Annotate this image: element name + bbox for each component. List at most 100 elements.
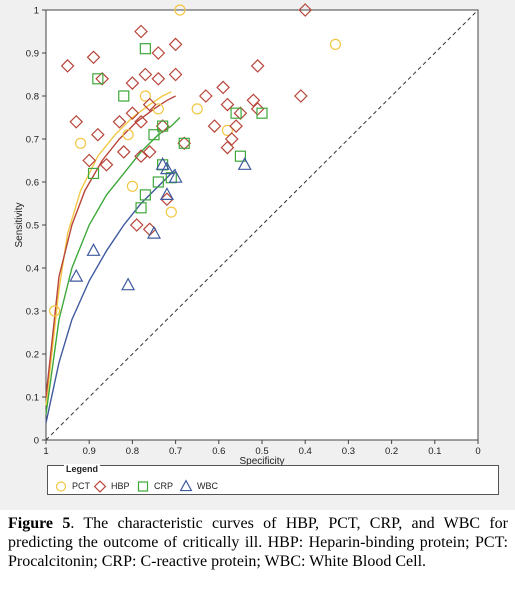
wbc-point <box>86 243 101 256</box>
y-axis-title: Sensitivity <box>14 202 25 247</box>
legend-wbc-marker-icon <box>179 479 193 492</box>
crp-point <box>139 43 151 55</box>
hbp-point <box>125 106 140 121</box>
crp-point <box>135 202 147 214</box>
crp-point <box>157 120 169 132</box>
legend-label: WBC <box>197 481 218 491</box>
reference-diagonal <box>45 9 479 441</box>
y-tick-label: 0.6 <box>26 178 39 189</box>
hbp-point <box>60 59 75 73</box>
crp-point <box>87 167 100 179</box>
crp-point <box>178 137 190 149</box>
hbp-point <box>216 80 230 95</box>
hbp-point <box>177 136 192 151</box>
crp-point <box>230 107 242 119</box>
hbp-point <box>198 89 213 103</box>
legend-pct-marker-icon <box>55 481 67 492</box>
legend: Legend PCT HBP CRP WBC <box>47 464 499 495</box>
y-tick-label: 0.8 <box>26 92 39 103</box>
legend-marker-shape <box>137 481 149 492</box>
legend-marker-shape <box>93 480 107 493</box>
hbp-point <box>220 140 235 155</box>
caption-text: . The characteristic curves of HBP, PCT,… <box>8 515 509 570</box>
hbp-point <box>151 46 166 60</box>
pct-point <box>139 90 151 102</box>
crp-point <box>139 189 151 201</box>
legend-hbp-marker-icon <box>93 480 107 493</box>
x-tick-label: 1 <box>43 446 48 457</box>
legend-crp-marker-icon <box>137 481 149 492</box>
hbp-point <box>224 132 239 146</box>
wbc-point <box>159 187 174 200</box>
caption-label: Figure 5 <box>8 515 71 532</box>
legend-label: CRP <box>154 481 174 491</box>
hbp-point <box>160 192 174 207</box>
crp-point <box>152 176 164 188</box>
pct-point <box>74 137 87 149</box>
hbp-point <box>134 149 148 164</box>
x-tick-label: 0.8 <box>126 446 139 457</box>
crp-point <box>148 129 160 141</box>
hbp-point <box>207 119 222 133</box>
roc-plot: 1 0.9 0.8 0.7 0.6 0.5 0.4 0.3 0.2 0.1 0 0 0.1 0.2 0.3 0… <box>14 3 481 467</box>
wbc-point <box>159 161 174 175</box>
figure-caption: Figure 5. The characteristic curves of H… <box>8 514 508 571</box>
pct-point <box>122 129 134 141</box>
hbp-point <box>116 145 131 159</box>
x-tick-label: 0.5 <box>255 446 268 457</box>
x-tick-label: 0.3 <box>342 446 355 457</box>
hbp-point <box>95 71 110 86</box>
y-tick-label: 0.5 <box>26 221 39 232</box>
y-tick-label: 0.9 <box>26 49 39 60</box>
wbc-point <box>69 268 84 282</box>
x-tick-label: 0.4 <box>299 446 312 457</box>
y-tick-label: 0.3 <box>26 307 39 318</box>
legend-label: HBP <box>111 481 130 491</box>
hbp-point <box>134 114 148 129</box>
hbp-point <box>142 145 157 159</box>
hbp-point <box>138 67 153 82</box>
hbp-point <box>134 24 148 39</box>
pct-point <box>191 103 203 115</box>
legend-marker-shape <box>179 479 193 492</box>
crp-point <box>256 107 268 119</box>
figure-panel: 1 0.9 0.8 0.7 0.6 0.5 0.4 0.3 0.2 0.1 0 0 0.1 0.2 0.3 0… <box>0 0 515 510</box>
hbp-point <box>250 102 265 116</box>
hbp-point <box>155 119 170 133</box>
pct-point <box>221 124 234 136</box>
hbp-point <box>168 67 183 82</box>
hbp-point <box>151 71 166 86</box>
y-tick-label: 1 <box>34 6 39 17</box>
x-tick-label: 0.1 <box>428 446 441 457</box>
x-tick-label: 0.9 <box>83 446 96 457</box>
hbp-point <box>220 97 235 112</box>
hbp-point <box>112 114 127 129</box>
crp-point <box>118 90 130 102</box>
hbp-point <box>246 93 261 108</box>
y-tick-label: 0.1 <box>26 393 39 404</box>
hbp-point <box>250 59 265 73</box>
x-tick-label: 0.2 <box>385 446 398 457</box>
legend-marker-shape <box>55 481 67 492</box>
legend-item-wbc: WBC <box>179 479 218 493</box>
hbp-point <box>233 106 248 121</box>
hbp-point <box>142 97 157 112</box>
wbc-point <box>237 157 252 170</box>
hbp-point <box>90 127 105 142</box>
pct-point <box>174 4 186 16</box>
y-tick-label: 0.7 <box>26 135 39 146</box>
pct-point <box>49 305 61 317</box>
pct-point <box>165 206 177 218</box>
wbc-point <box>146 225 162 239</box>
crp-point <box>92 73 104 85</box>
hbp-point <box>298 3 313 17</box>
hbp-point <box>86 50 101 65</box>
y-tick-label: 0.2 <box>26 350 39 361</box>
x-tick-label: 0 <box>475 446 480 457</box>
hbp-point <box>129 218 144 232</box>
x-axis-title: Specificity <box>239 456 284 467</box>
pct-point <box>152 103 164 115</box>
hbp-point <box>99 157 114 172</box>
hbp-point <box>82 153 97 168</box>
hbp-point <box>168 37 183 52</box>
